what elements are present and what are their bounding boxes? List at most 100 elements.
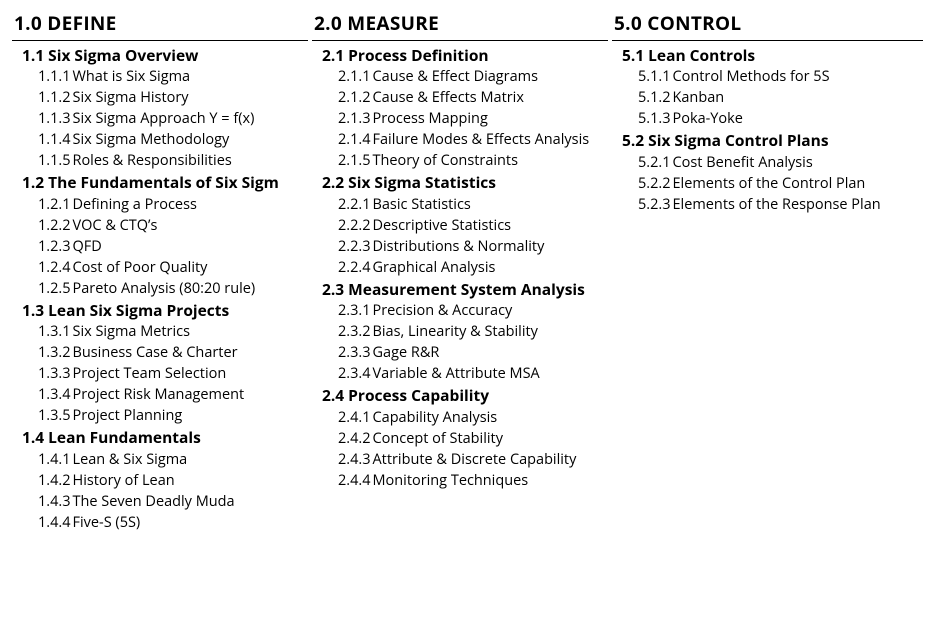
outline-item-number: 5.1.2 — [638, 88, 671, 107]
outline-item: 1.3.3Project Team Selection — [12, 363, 312, 384]
section-heading: 1.3 Lean Six Sigma Projects — [12, 299, 312, 321]
outline-item: 2.1.1Cause & Effect Diagrams — [312, 66, 612, 87]
outline-item-label: Theory of Constraints — [373, 151, 519, 170]
outline-item-label: Failure Modes & Effects Analysis — [373, 130, 590, 149]
outline-item-number: 2.2.1 — [338, 195, 371, 214]
outline-item: 1.4.4Five-S (5S) — [12, 512, 312, 533]
outline-item-label: Cause & Effect Diagrams — [373, 67, 539, 86]
outline-item-number: 1.1.3 — [38, 109, 71, 128]
outline-item-number: 2.1.4 — [338, 130, 371, 149]
outline-item: 2.1.4Failure Modes & Effects Analysis — [312, 129, 612, 150]
outline-item-number: 1.1.4 — [38, 130, 71, 149]
section-heading: 5.2 Six Sigma Control Plans — [612, 129, 927, 151]
outline-item-label: Gage R&R — [373, 343, 440, 362]
outline-item-label: Elements of the Control Plan — [673, 174, 866, 193]
outline-item: 1.1.1What is Six Sigma — [12, 66, 312, 87]
section-heading: 2.1 Process Definition — [312, 44, 612, 66]
outline-item-number: 2.2.4 — [338, 258, 371, 277]
major-heading: 2.0 MEASURE — [312, 10, 608, 41]
outline-item: 1.4.1Lean & Six Sigma — [12, 449, 312, 470]
outline-item-number: 1.2.3 — [38, 237, 71, 256]
outline-item: 2.2.2Descriptive Statistics — [312, 215, 612, 236]
outline-item: 1.1.5Roles & Responsibilities — [12, 150, 312, 171]
outline-item: 1.3.1Six Sigma Metrics — [12, 321, 312, 342]
outline-item-number: 2.2.2 — [338, 216, 371, 235]
outline-item: 1.3.5Project Planning — [12, 405, 312, 426]
outline-item-label: Cost of Poor Quality — [73, 258, 208, 277]
section-heading: 1.4 Lean Fundamentals — [12, 426, 312, 448]
outline-columns: 1.0 DEFINE1.1 Six Sigma Overview1.1.1Wha… — [12, 10, 927, 533]
outline-item-number: 1.1.2 — [38, 88, 71, 107]
outline-item-label: Elements of the Response Plan — [673, 195, 881, 214]
outline-item-number: 2.1.5 — [338, 151, 371, 170]
outline-item: 2.2.1Basic Statistics — [312, 194, 612, 215]
outline-item-number: 2.1.2 — [338, 88, 371, 107]
section-heading: 1.2 The Fundamentals of Six Sigm — [12, 171, 312, 193]
outline-page: 1.0 DEFINE1.1 Six Sigma Overview1.1.1Wha… — [0, 0, 939, 553]
outline-item-number: 1.1.1 — [38, 67, 71, 86]
section-heading: 2.4 Process Capability — [312, 384, 612, 406]
outline-item-label: Business Case & Charter — [73, 343, 238, 362]
outline-item-number: 5.1.3 — [638, 109, 671, 128]
outline-item-label: Distributions & Normality — [373, 237, 545, 256]
outline-item-label: Process Mapping — [373, 109, 488, 128]
outline-item: 2.4.3Attribute & Discrete Capability — [312, 449, 612, 470]
outline-item-number: 5.2.3 — [638, 195, 671, 214]
outline-item-label: Pareto Analysis (80:20 rule) — [73, 279, 256, 298]
outline-item: 5.2.1Cost Benefit Analysis — [612, 152, 927, 173]
outline-item-number: 1.3.2 — [38, 343, 71, 362]
outline-item: 1.1.2Six Sigma History — [12, 87, 312, 108]
outline-item: 1.2.2VOC & CTQ’s — [12, 215, 312, 236]
outline-item-label: Bias, Linearity & Stability — [373, 322, 538, 341]
outline-item-label: Concept of Stability — [373, 429, 503, 448]
outline-item-label: Five-S (5S) — [73, 513, 141, 532]
outline-item-number: 1.1.5 — [38, 151, 71, 170]
major-heading: 1.0 DEFINE — [12, 10, 308, 41]
outline-item-label: Cost Benefit Analysis — [673, 153, 813, 172]
outline-item: 1.3.4Project Risk Management — [12, 384, 312, 405]
outline-item: 5.1.1Control Methods for 5S — [612, 66, 927, 87]
outline-item-number: 1.4.4 — [38, 513, 71, 532]
outline-item-number: 1.2.5 — [38, 279, 71, 298]
outline-item-number: 2.4.3 — [338, 450, 371, 469]
outline-item: 5.1.3Poka-Yoke — [612, 108, 927, 129]
outline-item: 2.1.3Process Mapping — [312, 108, 612, 129]
outline-item-label: Cause & Effects Matrix — [373, 88, 524, 107]
outline-item-label: Project Planning — [73, 406, 183, 425]
outline-column-control: 5.0 CONTROL5.1 Lean Controls5.1.1Control… — [612, 10, 927, 215]
outline-item-number: 2.4.2 — [338, 429, 371, 448]
outline-item-number: 5.1.1 — [638, 67, 671, 86]
outline-item-number: 1.3.3 — [38, 364, 71, 383]
outline-item-label: History of Lean — [73, 471, 175, 490]
outline-item: 5.2.3Elements of the Response Plan — [612, 194, 927, 215]
outline-item: 2.2.3Distributions & Normality — [312, 236, 612, 257]
outline-item-label: Six Sigma Approach Y = f(x) — [73, 109, 255, 128]
outline-item-number: 1.2.4 — [38, 258, 71, 277]
outline-item: 2.4.1Capability Analysis — [312, 407, 612, 428]
outline-item-label: Defining a Process — [73, 195, 197, 214]
outline-item-label: Basic Statistics — [373, 195, 471, 214]
outline-item: 1.2.5Pareto Analysis (80:20 rule) — [12, 278, 312, 299]
major-heading: 5.0 CONTROL — [612, 10, 923, 41]
outline-item: 1.4.2History of Lean — [12, 470, 312, 491]
outline-item: 1.2.3QFD — [12, 236, 312, 257]
outline-item-number: 1.4.2 — [38, 471, 71, 490]
outline-item-label: Lean & Six Sigma — [73, 450, 188, 469]
outline-item-number: 2.3.3 — [338, 343, 371, 362]
outline-item-number: 2.4.4 — [338, 471, 371, 490]
outline-item-label: Monitoring Techniques — [373, 471, 529, 490]
outline-item: 1.2.1Defining a Process — [12, 194, 312, 215]
outline-item-number: 1.4.1 — [38, 450, 71, 469]
outline-item-label: Project Team Selection — [73, 364, 227, 383]
outline-item: 5.2.2Elements of the Control Plan — [612, 173, 927, 194]
outline-item: 2.4.4Monitoring Techniques — [312, 470, 612, 491]
outline-item-label: Six Sigma History — [73, 88, 189, 107]
outline-item-number: 1.4.3 — [38, 492, 71, 511]
outline-item-label: Descriptive Statistics — [373, 216, 512, 235]
outline-item-label: Roles & Responsibilities — [73, 151, 232, 170]
outline-item-number: 2.3.2 — [338, 322, 371, 341]
outline-item-number: 5.2.1 — [638, 153, 671, 172]
outline-item: 2.3.4Variable & Attribute MSA — [312, 363, 612, 384]
outline-item-number: 5.2.2 — [638, 174, 671, 193]
section-heading: 2.3 Measurement System Analysis — [312, 278, 612, 300]
